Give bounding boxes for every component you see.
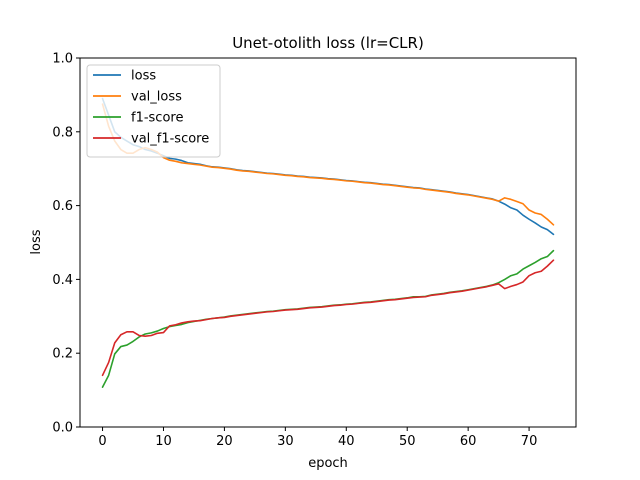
series-line-val_loss [101, 103, 555, 226]
legend-box [86, 64, 221, 158]
x-tick-label: 40 [338, 434, 355, 449]
x-tick-label: 0 [98, 434, 106, 449]
x-tick-label: 30 [277, 434, 294, 449]
x-axis-label: epoch [308, 456, 348, 471]
x-tick-label: 70 [521, 434, 538, 449]
y-tick-label: 0.4 [52, 273, 73, 288]
x-axis: 0 10 20 30 40 50 60 70 [98, 427, 537, 449]
plot-frame [79, 57, 577, 428]
legend: loss val_loss f1-score val_f1-score [86, 64, 221, 158]
plot-area [101, 97, 555, 388]
legend-label-val_loss: val_loss [131, 90, 182, 105]
series-line-val_f1-score [101, 259, 555, 377]
legend-label-loss: loss [131, 69, 156, 84]
y-tick-label: 0.6 [52, 199, 73, 214]
y-tick-label: 1.0 [52, 52, 73, 67]
x-tick-label: 60 [460, 434, 477, 449]
legend-label-f1-score: f1-score [131, 111, 183, 126]
x-tick-label: 50 [399, 434, 416, 449]
x-tick-label: 10 [155, 434, 172, 449]
y-axis: 0.0 0.2 0.4 0.6 0.8 1.0 [52, 52, 80, 436]
y-axis-label: loss [29, 229, 44, 254]
y-tick-label: 0.8 [52, 125, 73, 140]
y-tick-label: 0.0 [52, 421, 73, 436]
legend-label-val_f1-score: val_f1-score [131, 132, 209, 147]
y-tick-label: 0.2 [52, 347, 73, 362]
chart-title: Unet-otolith loss (lr=CLR) [232, 34, 424, 52]
x-tick-label: 20 [216, 434, 233, 449]
